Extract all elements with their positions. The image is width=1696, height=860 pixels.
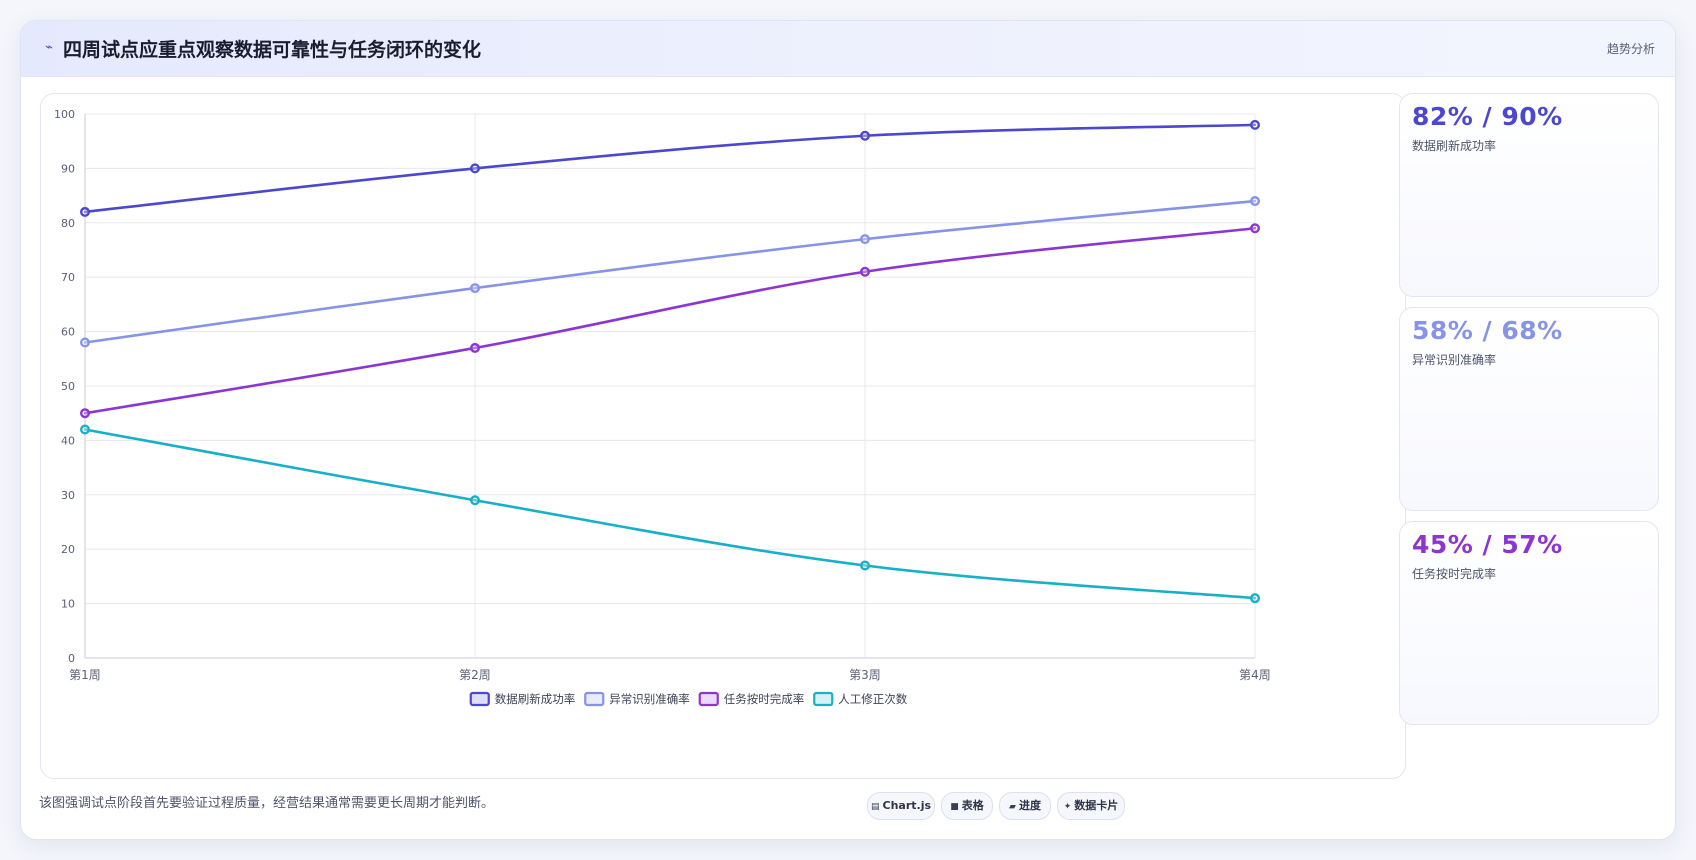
y-tick-label: 50	[61, 380, 75, 393]
chart-icon: ▤	[870, 802, 880, 812]
data-point	[80, 206, 91, 217]
legend-label: 任务按时完成率	[724, 692, 805, 706]
legend-label: 异常识别准确率	[609, 692, 690, 706]
x-tick-label: 第1周	[69, 668, 101, 682]
y-tick-label: 70	[61, 271, 75, 284]
series-line-2	[83, 199, 1257, 344]
stat-label: 异常识别准确率	[1412, 353, 1497, 367]
data-point	[860, 130, 871, 141]
data-point	[860, 266, 871, 277]
y-tick-label: 20	[61, 543, 75, 556]
x-tick-label: 第4周	[1239, 668, 1271, 682]
pill-label: 数据卡片	[1074, 799, 1119, 812]
pill-data-cards[interactable]: ✦ 数据卡片	[1057, 792, 1125, 820]
data-point	[1249, 223, 1260, 234]
stat-card-ontime: 45% / 57% 任务按时完成率	[1399, 521, 1659, 725]
data-point	[860, 234, 871, 245]
y-tick-label: 60	[61, 326, 75, 339]
data-point	[80, 408, 91, 419]
y-tick-label: 80	[61, 217, 75, 230]
panel-header: ⌁ 四周试点应重点观察数据可靠性与任务闭环的变化 趋势分析	[21, 21, 1675, 77]
stat-label: 任务按时完成率	[1412, 567, 1497, 581]
progress-icon: ▰	[1009, 802, 1016, 812]
pill-progress[interactable]: ▰ 进度	[999, 792, 1051, 820]
section-tag: 趋势分析	[1606, 42, 1655, 56]
line-chart: 0 10 20 30 40 50 60 70 80 90 100 第1周 第2周 第3周 第4周数据刷新成功…	[54, 108, 1271, 707]
data-point	[860, 560, 871, 571]
y-tick-label: 90	[61, 162, 75, 175]
legend-label: 数据刷新成功率	[495, 692, 576, 706]
data-point	[1249, 196, 1260, 207]
stat-card-refresh: 82% / 90% 数据刷新成功率	[1399, 93, 1659, 297]
data-point	[80, 337, 91, 348]
stat-value: 82% / 90%	[1412, 102, 1563, 131]
legend-swatch	[813, 691, 834, 707]
y-tick-label: 40	[61, 434, 75, 447]
chart-card: 0 10 20 30 40 50 60 70 80 90 100 第1周 第2周 第3周 第4周数据刷新成功…	[40, 93, 1406, 779]
dashboard-panel: ⌁ 四周试点应重点观察数据可靠性与任务闭环的变化 趋势分析 0 10 20 30 40 5…	[20, 20, 1676, 840]
legend-swatch	[469, 691, 490, 707]
data-point	[470, 495, 481, 506]
legend-swatch	[698, 691, 719, 707]
trend-line-icon: ⌁	[45, 40, 53, 55]
x-tick-label: 第3周	[849, 668, 881, 682]
footnote: 该图强调试点阶段首先要验证过程质量，经营结果通常需要更长周期才能判断。	[39, 796, 495, 811]
y-tick-label: 100	[54, 108, 75, 121]
data-point	[470, 163, 481, 174]
stat-label: 数据刷新成功率	[1412, 139, 1497, 153]
pill-table[interactable]: ■ 表格	[941, 792, 993, 820]
data-point	[1249, 593, 1260, 604]
legend-label: 人工修正次数	[838, 692, 907, 706]
data-point	[1249, 119, 1260, 130]
series-line-3	[83, 226, 1257, 415]
stat-value: 45% / 57%	[1412, 530, 1563, 559]
data-point	[80, 424, 91, 435]
pill-label: 表格	[961, 799, 984, 812]
table-icon: ■	[950, 802, 959, 812]
y-tick-label: 0	[68, 652, 75, 665]
sparkle-icon: ✦	[1063, 802, 1072, 812]
series-line-4	[83, 428, 1257, 600]
y-tick-label: 30	[61, 489, 75, 502]
pill-label: Chart.js	[882, 799, 932, 812]
y-tick-label: 10	[61, 598, 75, 611]
x-tick-label: 第2周	[459, 668, 491, 682]
series-line-1	[83, 123, 1257, 214]
stat-card-accuracy: 58% / 68% 异常识别准确率	[1399, 307, 1659, 511]
data-point	[470, 342, 481, 353]
pill-label: 进度	[1018, 799, 1041, 812]
data-point	[470, 283, 481, 294]
stat-value: 58% / 68%	[1412, 316, 1563, 345]
legend-swatch	[584, 691, 605, 707]
pill-chartjs[interactable]: ▤ Chart.js	[867, 792, 935, 820]
panel-title: 四周试点应重点观察数据可靠性与任务闭环的变化	[63, 39, 482, 61]
